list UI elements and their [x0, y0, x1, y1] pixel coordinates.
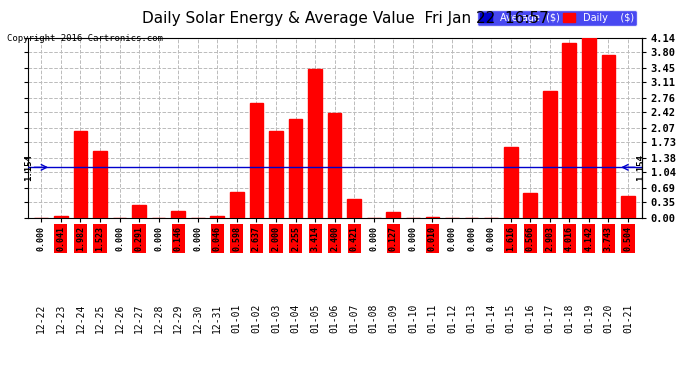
Text: 12-23: 12-23	[56, 304, 66, 333]
Text: 1.616: 1.616	[506, 226, 515, 251]
Text: 0.127: 0.127	[389, 226, 398, 251]
Text: 0.000: 0.000	[115, 226, 124, 251]
Text: 01-03: 01-03	[271, 304, 281, 333]
Text: 2.637: 2.637	[252, 226, 261, 251]
Bar	[230, 192, 244, 217]
Text: 01-08: 01-08	[368, 304, 379, 333]
Text: 12-25: 12-25	[95, 304, 105, 333]
Text: 4.142: 4.142	[584, 226, 593, 251]
Text: 0.000: 0.000	[37, 226, 46, 251]
Text: 1.523: 1.523	[95, 226, 104, 251]
Bar	[621, 196, 635, 217]
Bar	[328, 113, 342, 218]
Text: 01-05: 01-05	[310, 304, 320, 333]
Bar	[582, 38, 595, 218]
Text: 2.000: 2.000	[271, 226, 280, 251]
Text: 1.154: 1.154	[636, 154, 645, 181]
Text: 0.291: 0.291	[135, 226, 144, 251]
Text: 0.010: 0.010	[428, 226, 437, 251]
Text: 0.421: 0.421	[350, 226, 359, 251]
Text: 01-15: 01-15	[506, 304, 515, 333]
Text: Daily Solar Energy & Average Value  Fri Jan 22  16:57: Daily Solar Energy & Average Value Fri J…	[141, 11, 549, 26]
Text: 0.041: 0.041	[57, 226, 66, 251]
Bar	[524, 193, 537, 217]
Text: 0.000: 0.000	[467, 226, 476, 251]
Bar	[132, 205, 146, 218]
Text: 01-02: 01-02	[251, 304, 262, 333]
Text: 01-09: 01-09	[388, 304, 398, 333]
Text: 01-12: 01-12	[447, 304, 457, 333]
Text: 2.903: 2.903	[545, 226, 554, 251]
Text: 01-21: 01-21	[623, 304, 633, 333]
Text: 1.982: 1.982	[76, 226, 85, 251]
Text: 01-13: 01-13	[466, 304, 477, 333]
Text: 01-11: 01-11	[427, 304, 437, 333]
Text: 4.016: 4.016	[565, 226, 574, 251]
Bar	[347, 199, 361, 217]
Text: 01-04: 01-04	[290, 304, 301, 333]
Text: 01-10: 01-10	[408, 304, 418, 333]
Text: 3.743: 3.743	[604, 226, 613, 251]
Bar	[93, 151, 107, 217]
Text: 0.000: 0.000	[369, 226, 378, 251]
Bar	[171, 211, 185, 217]
Bar	[74, 131, 87, 218]
Text: 01-19: 01-19	[584, 304, 594, 333]
Bar	[602, 55, 615, 217]
Text: 01-01: 01-01	[232, 304, 242, 333]
Text: 01-06: 01-06	[330, 304, 339, 333]
Bar	[210, 216, 224, 217]
Text: 1.154: 1.154	[24, 154, 33, 181]
Text: 12-22: 12-22	[37, 304, 46, 333]
Text: 0.000: 0.000	[193, 226, 202, 251]
Text: 01-17: 01-17	[545, 304, 555, 333]
Text: 2.255: 2.255	[291, 226, 300, 251]
Text: 3.414: 3.414	[310, 226, 319, 251]
Text: 0.000: 0.000	[448, 226, 457, 251]
Legend: Average  ($), Daily    ($): Average ($), Daily ($)	[477, 10, 637, 26]
Bar	[250, 103, 264, 218]
Text: 01-16: 01-16	[525, 304, 535, 333]
Text: 01-18: 01-18	[564, 304, 574, 333]
Text: 12-29: 12-29	[173, 304, 183, 333]
Text: 2.400: 2.400	[330, 226, 339, 251]
Text: 12-24: 12-24	[75, 304, 86, 333]
Bar	[562, 43, 576, 218]
Bar	[308, 69, 322, 218]
Text: 0.000: 0.000	[154, 226, 163, 251]
Text: 0.000: 0.000	[408, 226, 417, 251]
Text: 0.504: 0.504	[624, 226, 633, 251]
Text: 01-14: 01-14	[486, 304, 496, 333]
Text: 0.146: 0.146	[174, 226, 183, 251]
Bar	[54, 216, 68, 217]
Text: 12-30: 12-30	[193, 304, 203, 333]
Text: 0.000: 0.000	[486, 226, 495, 251]
Text: 12-26: 12-26	[115, 304, 124, 333]
Text: 0.046: 0.046	[213, 226, 221, 251]
Text: 12-28: 12-28	[154, 304, 164, 333]
Text: 12-31: 12-31	[213, 304, 222, 333]
Text: 0.566: 0.566	[526, 226, 535, 251]
Text: 0.598: 0.598	[233, 226, 241, 251]
Text: Copyright 2016 Cartronics.com: Copyright 2016 Cartronics.com	[7, 34, 163, 43]
Bar	[504, 147, 518, 218]
Bar	[543, 91, 557, 218]
Bar	[386, 212, 400, 217]
Text: 01-07: 01-07	[349, 304, 359, 333]
Text: 12-27: 12-27	[134, 304, 144, 333]
Text: 01-20: 01-20	[604, 304, 613, 333]
Bar	[288, 120, 302, 218]
Bar	[269, 130, 283, 218]
